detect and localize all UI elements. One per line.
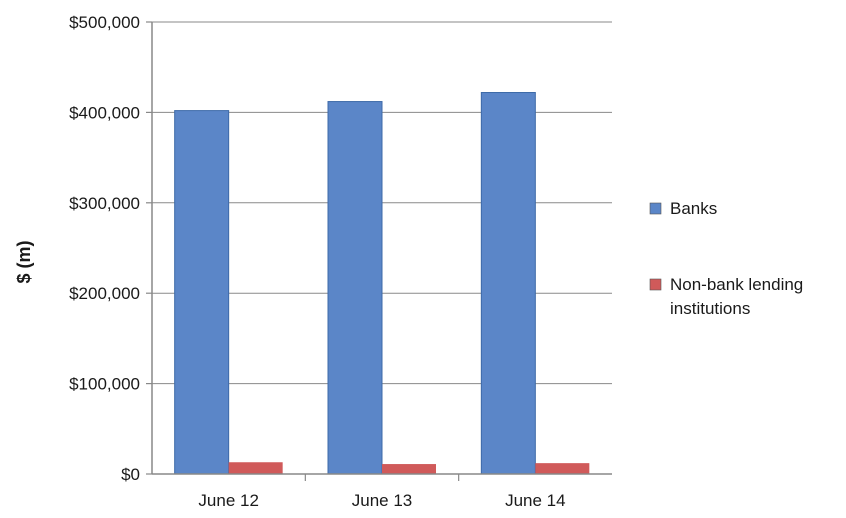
x-tick-label: June 12 [198, 491, 259, 510]
bars [174, 92, 590, 475]
legend: Banks Non-bank lending institutions [649, 199, 803, 318]
bar-banks [174, 110, 230, 475]
bar-banks [480, 92, 536, 475]
bar-banks [327, 101, 383, 475]
y-tick-label: $0 [121, 465, 140, 484]
y-tick-labels: $0 $100,000 $200,000 $300,000 $400,000 $500,0… [69, 13, 152, 484]
y-tick-label: $500,000 [69, 13, 140, 32]
legend-label: Banks [670, 199, 717, 218]
bar-non-bank-lending-institutions [535, 463, 590, 474]
y-tick-label: $100,000 [69, 375, 140, 394]
y-axis-title: $ (m) [14, 240, 34, 283]
y-tick-label: $200,000 [69, 284, 140, 303]
x-tick-label: June 14 [505, 491, 566, 510]
legend-swatch [649, 202, 662, 215]
x-tick-labels: June 12 June 13 June 14 [198, 474, 566, 510]
y-tick-label: $400,000 [69, 103, 140, 122]
x-tick-label: June 13 [352, 491, 413, 510]
bar-non-bank-lending-institutions [228, 462, 283, 474]
legend-swatch [649, 278, 662, 291]
legend-label: Non-bank lending institutions [670, 275, 803, 318]
y-tick-label: $300,000 [69, 194, 140, 213]
bar-non-bank-lending-institutions [382, 464, 436, 474]
